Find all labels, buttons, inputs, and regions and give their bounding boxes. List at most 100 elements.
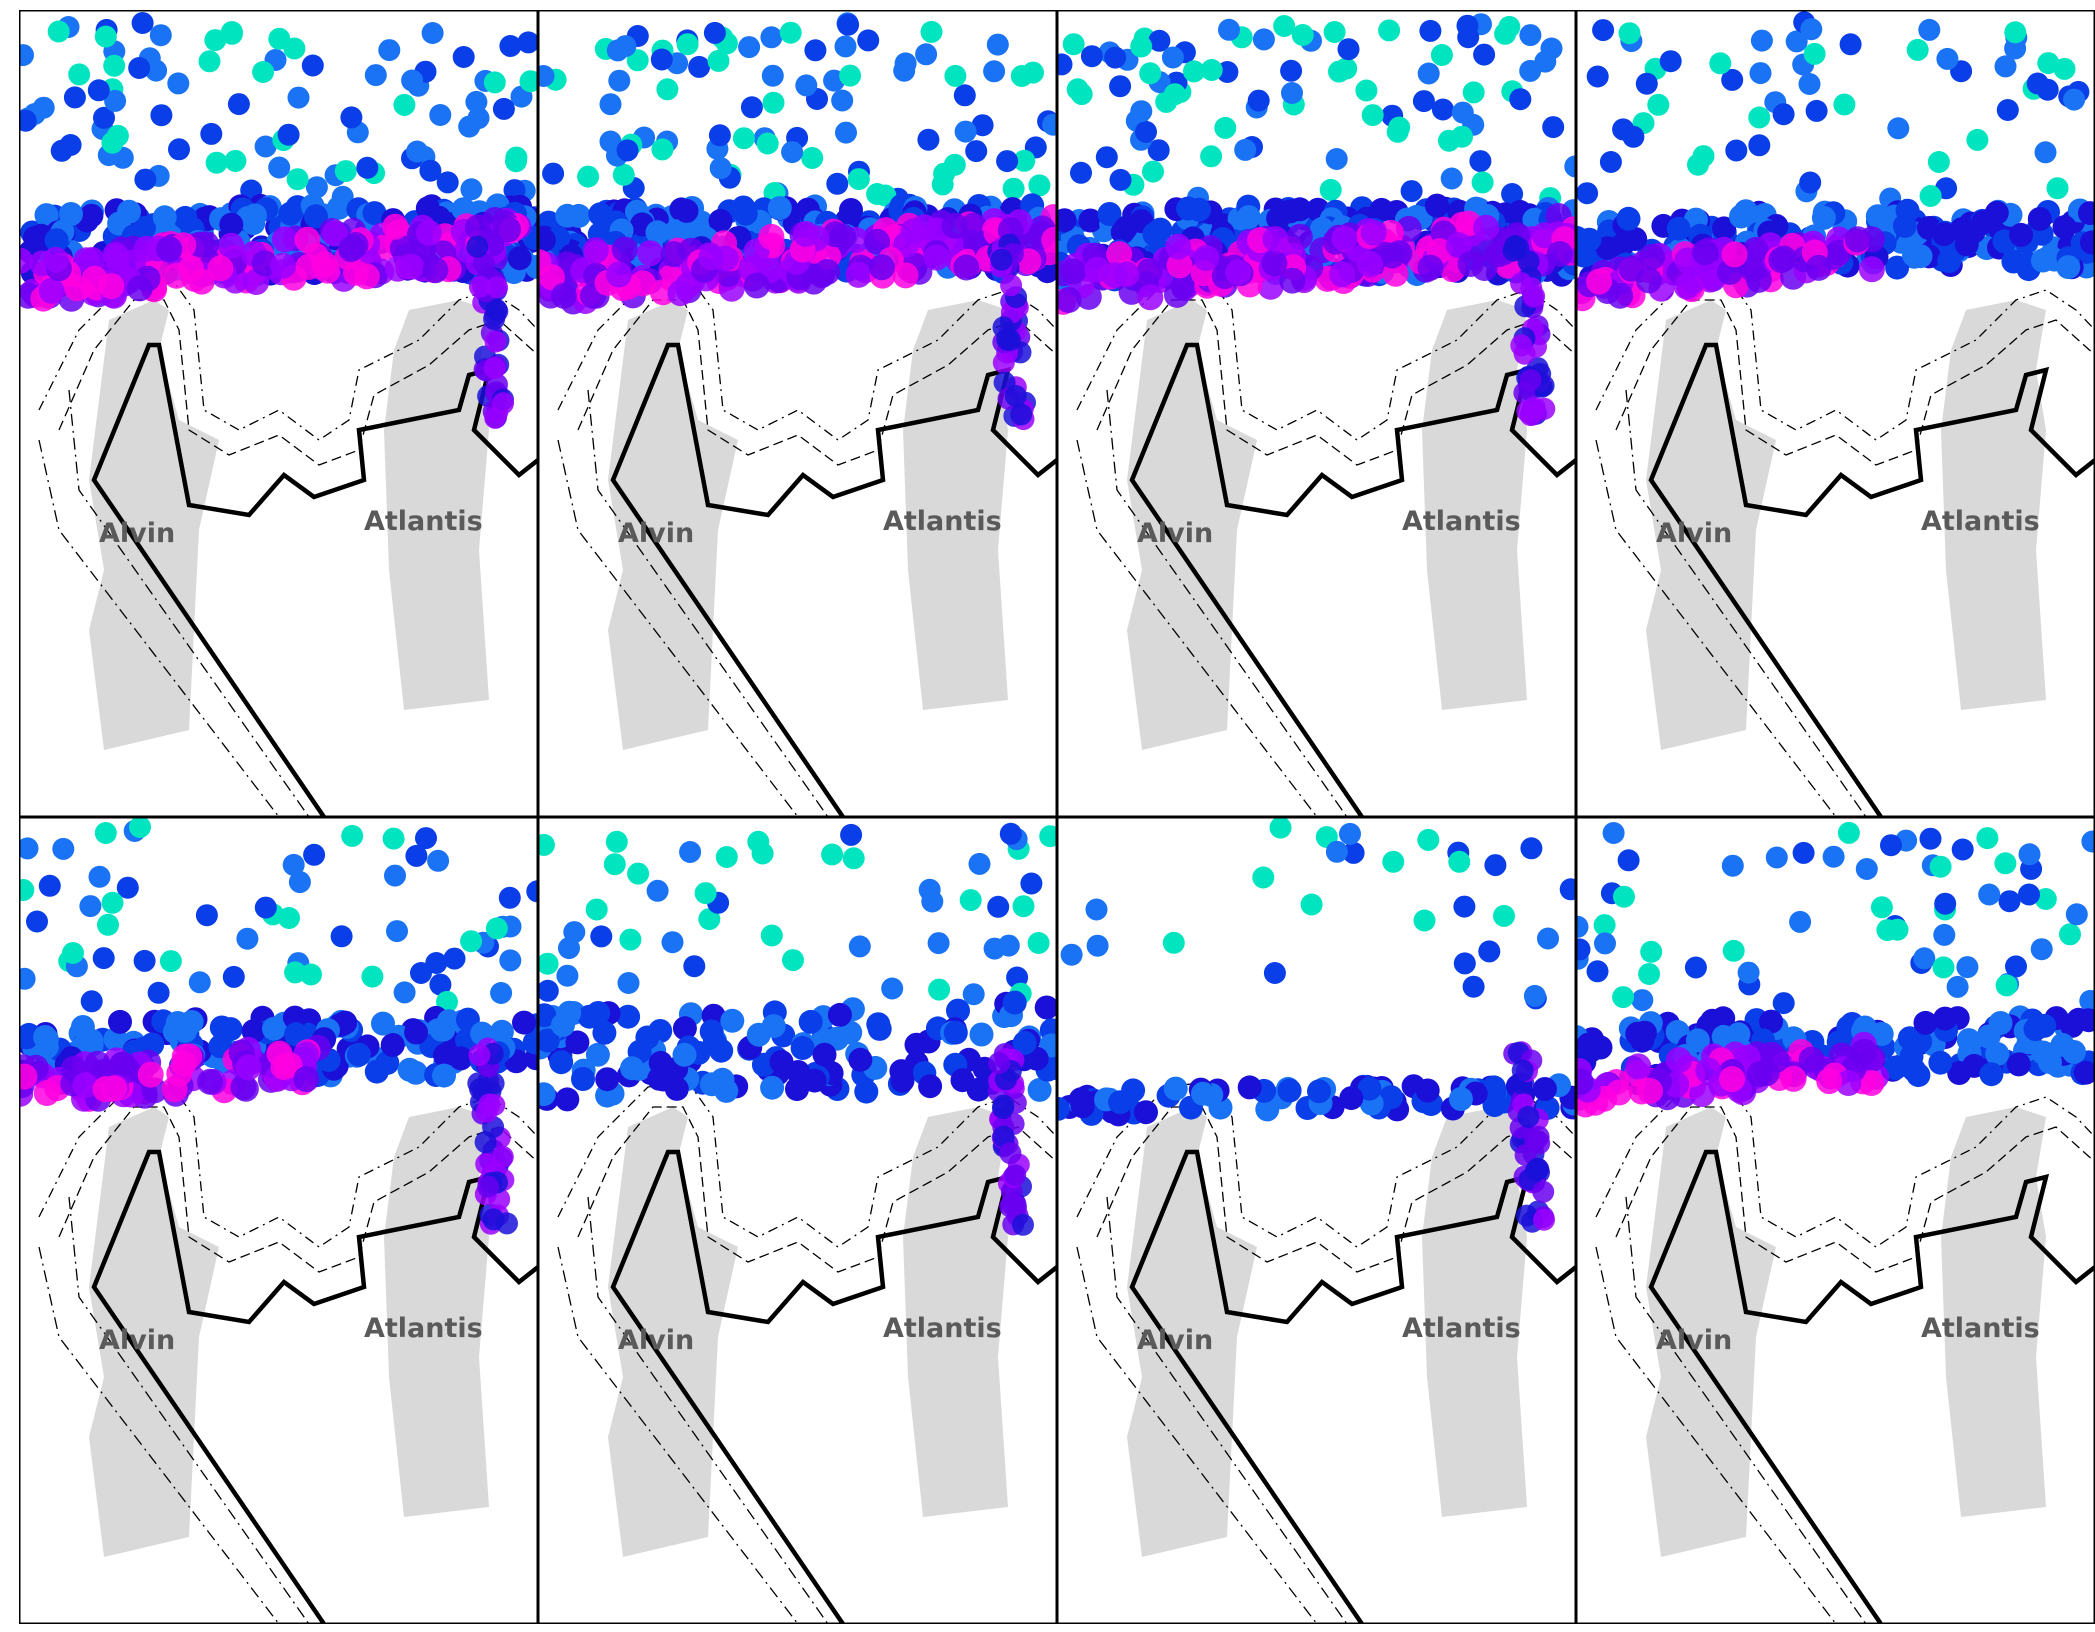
particle-dot	[294, 226, 321, 253]
particle-dot	[483, 357, 506, 380]
particle-dot	[812, 1042, 837, 1067]
particle-dot	[94, 822, 117, 844]
label-atlantis: Atlantis	[364, 506, 483, 537]
particle-dot	[19, 837, 39, 860]
particle-dot	[1929, 855, 1952, 878]
particle-dot	[1108, 1090, 1133, 1115]
particle-dot	[1886, 918, 1909, 941]
particle-dot	[301, 54, 324, 77]
particle-dot	[931, 173, 954, 196]
particle-dot	[163, 262, 190, 289]
particle-dot	[986, 33, 1009, 56]
particle-dot	[1027, 932, 1050, 954]
particle-dot	[1451, 101, 1474, 124]
particle-dot	[161, 1076, 188, 1103]
landmass-atlantis	[384, 300, 489, 710]
particle-dot	[1607, 282, 1634, 309]
particle-dot	[599, 93, 622, 116]
panel-border	[1576, 10, 2095, 817]
particle-dot	[1451, 125, 1473, 148]
particle-dot	[288, 871, 311, 894]
particle-jet	[19, 1034, 331, 1112]
particle-tail	[987, 1043, 1034, 1236]
particle-dot	[599, 130, 622, 153]
particle-dot	[538, 65, 555, 87]
particle-dot	[1880, 834, 1902, 857]
particle-dot	[1028, 174, 1051, 197]
particle-dot	[1266, 206, 1291, 231]
particle-dot	[1692, 239, 1719, 266]
particle-dot	[1887, 117, 1910, 140]
particle-dot	[1163, 83, 1186, 106]
particle-dot	[1647, 93, 1670, 116]
particle-dot	[1928, 1050, 1953, 1075]
particle-dot	[1576, 243, 1596, 268]
particle-dot	[1805, 99, 1828, 122]
particle-dot	[1979, 1062, 2004, 1087]
particle-dot	[283, 37, 306, 60]
particle-dot	[1236, 205, 1261, 230]
particle-dot	[549, 1050, 574, 1075]
map-panel-p6: Alvin Atlantis	[538, 817, 1057, 1624]
particle-dot	[340, 106, 363, 129]
particle-dot	[709, 157, 732, 180]
particle-dot	[1592, 19, 1615, 42]
particle-dot	[2046, 177, 2069, 200]
particle-dot	[953, 84, 976, 107]
particle-dot	[330, 925, 353, 948]
particle-dot	[361, 965, 384, 988]
particle-dot	[490, 982, 513, 1004]
particle-dot	[2063, 88, 2086, 111]
particle-dot	[790, 1036, 815, 1060]
particle-dot	[1101, 262, 1128, 289]
particle-dot	[62, 942, 84, 964]
particle-dot	[156, 236, 183, 263]
particle-dot	[415, 827, 437, 850]
particle-dot	[522, 1030, 538, 1055]
particle-dot	[627, 862, 650, 885]
particle-dot	[1578, 1038, 1603, 1063]
particle-dot	[1280, 59, 1303, 82]
particle-dot	[1379, 1085, 1404, 1110]
particle-dot	[983, 60, 1006, 83]
particle-dot	[278, 201, 303, 226]
particle-dot	[1137, 284, 1164, 311]
particle-dot	[131, 12, 154, 34]
particle-dot	[1586, 65, 1609, 88]
particle-dot	[1281, 82, 1303, 104]
particle-dot	[128, 57, 151, 79]
particle-dot	[1659, 50, 1682, 73]
particle-dot	[422, 257, 449, 284]
particle-dot	[1417, 828, 1440, 851]
boundary-line	[1648, 1149, 2095, 1624]
particle-dot	[1998, 890, 2021, 913]
particle-dot	[262, 1016, 286, 1041]
particle-dot	[1527, 1125, 1550, 1148]
particle-dot	[923, 244, 950, 271]
particle-dot	[968, 852, 991, 875]
particle-dot	[847, 168, 870, 191]
particle-dot	[761, 64, 784, 87]
particle-dot	[1768, 247, 1795, 274]
particle-dot	[68, 63, 91, 86]
particle-dot	[676, 33, 699, 56]
particle-dot	[382, 827, 405, 850]
particle-dot	[616, 139, 639, 162]
particle-dot	[1859, 1045, 1886, 1072]
particle-dot	[1599, 151, 1622, 173]
particle-dot	[2050, 1032, 2075, 1057]
particle-dot	[26, 910, 48, 933]
particle-dot	[867, 1016, 892, 1041]
particle-dot	[1382, 850, 1405, 873]
particle-dot	[782, 949, 804, 972]
contour-inner	[1096, 299, 1576, 466]
particle-dot	[42, 246, 69, 273]
particle-dot	[1798, 73, 1821, 95]
particle-dot	[2056, 255, 2081, 280]
particle-dot	[1191, 1081, 1215, 1106]
particle-dot	[538, 1082, 556, 1107]
particle-dot	[505, 146, 528, 169]
landmass-atlantis	[903, 1107, 1008, 1517]
particle-dot	[1858, 1070, 1885, 1096]
particle-dot	[2081, 830, 2095, 853]
